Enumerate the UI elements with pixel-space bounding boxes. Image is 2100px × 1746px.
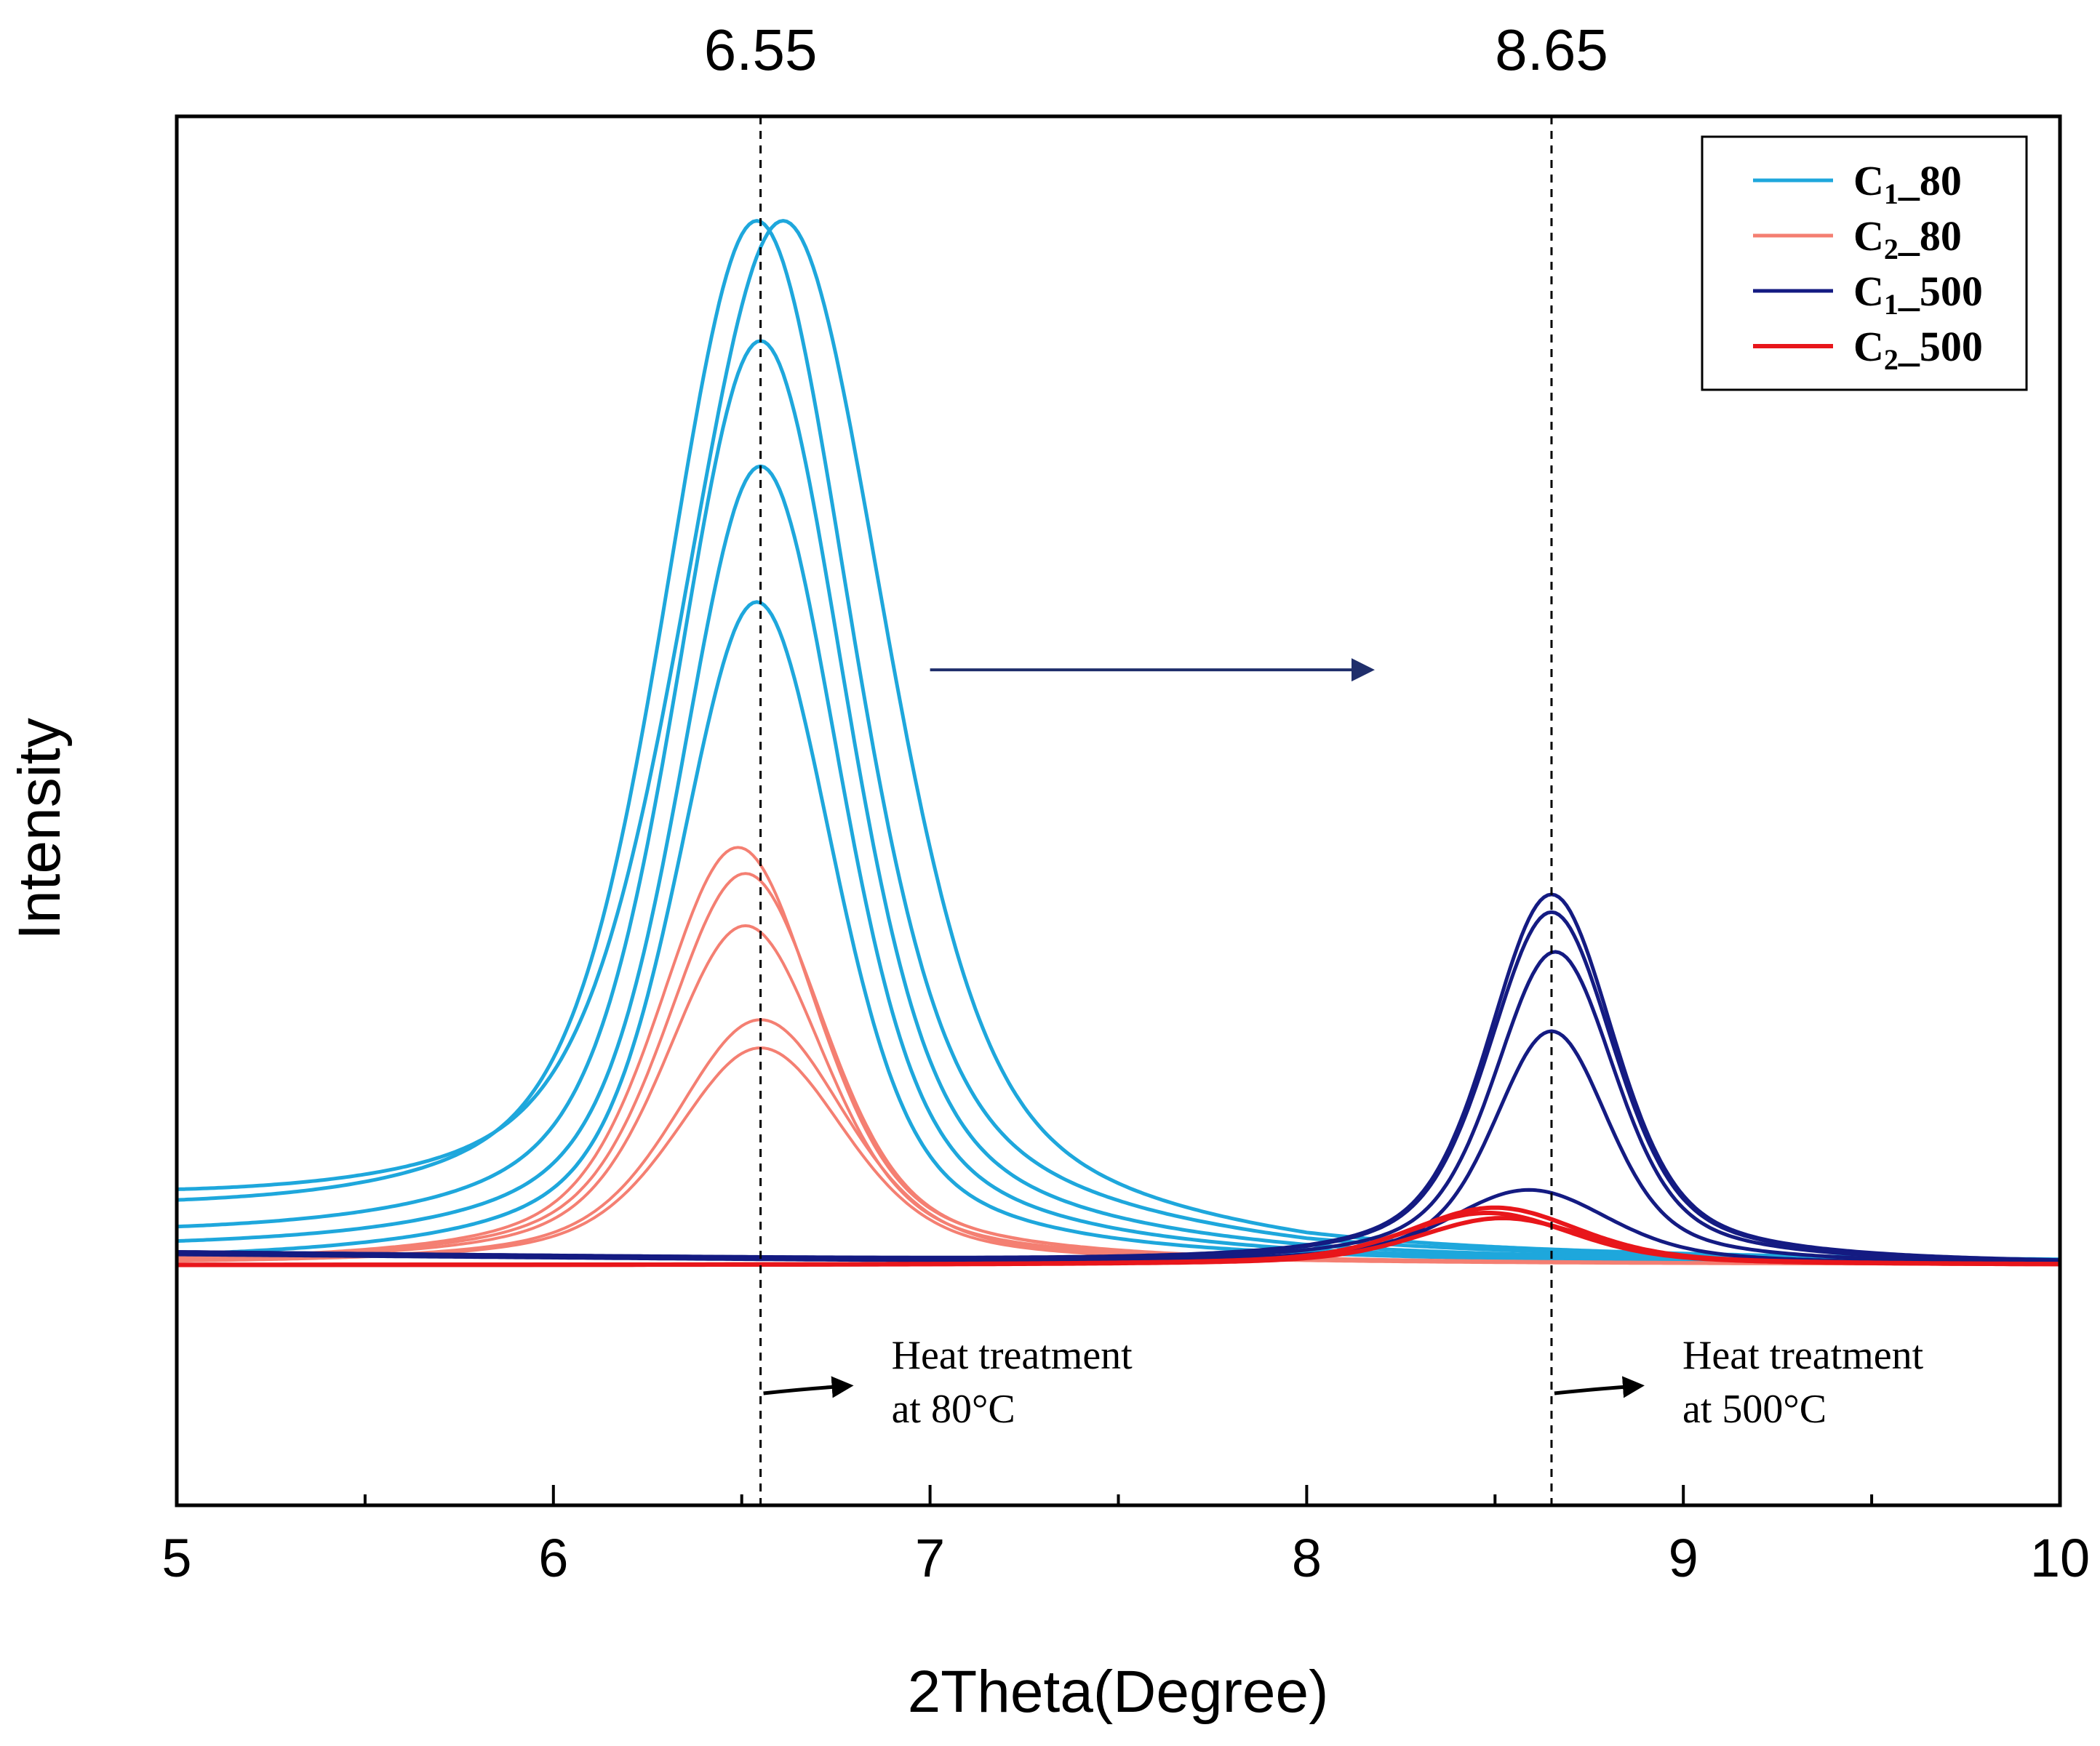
plot-curves: [176, 219, 2061, 1268]
annotation-text: Heat treatment: [1682, 1333, 1924, 1378]
x-tick-label: 5: [161, 1528, 191, 1588]
legend-label-C2_500: C2_500: [1853, 323, 1983, 376]
x-tick-label: 6: [538, 1528, 568, 1588]
annotation-arrow: [763, 1376, 854, 1398]
annotation-text: at 500°C: [1682, 1387, 1826, 1432]
legend-label-C2_80: C2_80: [1853, 212, 1962, 265]
legend-label-C1_80: C1_80: [1853, 157, 1962, 210]
annotation-arrow: [1554, 1376, 1645, 1398]
heat-treatment-annotations: Heat treatment at 80°C Heat treatment at 50…: [763, 1333, 1924, 1432]
x-axis-ticks: 5 6 7 8 9 10: [161, 1485, 2090, 1588]
annotation-text: at 80°C: [892, 1387, 1015, 1432]
reference-lines: 6.55 8.65: [704, 17, 1608, 1505]
reference-line-label: 6.55: [704, 17, 818, 82]
annotation: Heat treatment at 80°C: [763, 1333, 1133, 1432]
x-axis-title: 2Theta(Degree): [908, 1659, 1329, 1725]
annotation: Heat treatment at 500°C: [1554, 1333, 1924, 1432]
annotation-text: Heat treatment: [892, 1333, 1133, 1378]
curve-C2_500: [177, 1216, 2060, 1268]
x-tick-label: 10: [2030, 1528, 2090, 1588]
reference-line-label: 8.65: [1495, 17, 1608, 82]
x-tick-label: 7: [915, 1528, 945, 1588]
x-tick-label: 8: [1292, 1528, 1322, 1588]
y-axis-title: Intensity: [7, 718, 73, 940]
legend-label-C1_500: C1_500: [1853, 268, 1983, 321]
series-C2_500: [177, 1205, 2061, 1268]
x-tick-label: 9: [1669, 1528, 1698, 1588]
